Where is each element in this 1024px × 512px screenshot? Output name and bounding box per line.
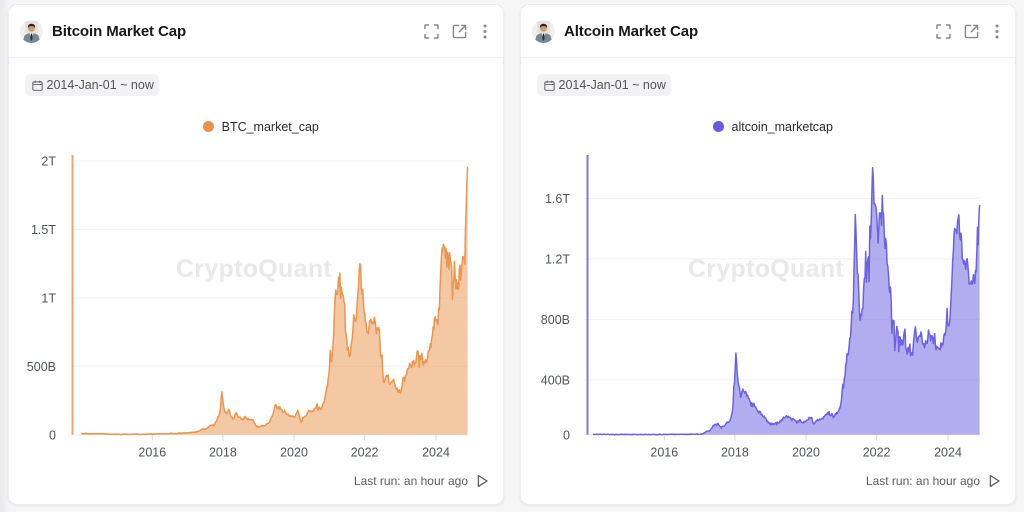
svg-text:400B: 400B (541, 373, 570, 387)
svg-text:2016: 2016 (650, 446, 678, 460)
svg-text:2016: 2016 (138, 446, 166, 460)
svg-text:1.6T: 1.6T (545, 192, 570, 206)
svg-text:CryptoQuant: CryptoQuant (688, 255, 844, 283)
svg-text:2024: 2024 (934, 446, 962, 460)
svg-text:CryptoQuant: CryptoQuant (176, 255, 332, 283)
svg-text:2018: 2018 (721, 446, 749, 460)
svg-text:2018: 2018 (209, 446, 237, 460)
svg-text:1.2T: 1.2T (545, 252, 570, 266)
svg-text:1T: 1T (41, 291, 56, 305)
svg-text:0: 0 (49, 428, 56, 442)
svg-text:2022: 2022 (351, 446, 379, 460)
svg-text:2020: 2020 (280, 446, 308, 460)
svg-text:2020: 2020 (792, 446, 820, 460)
svg-text:800B: 800B (541, 313, 570, 327)
svg-text:500B: 500B (27, 360, 56, 374)
svg-text:2022: 2022 (863, 446, 891, 460)
svg-text:2024: 2024 (422, 446, 450, 460)
svg-text:1.5T: 1.5T (31, 223, 56, 237)
svg-text:0: 0 (563, 428, 570, 442)
svg-text:2T: 2T (41, 155, 56, 169)
